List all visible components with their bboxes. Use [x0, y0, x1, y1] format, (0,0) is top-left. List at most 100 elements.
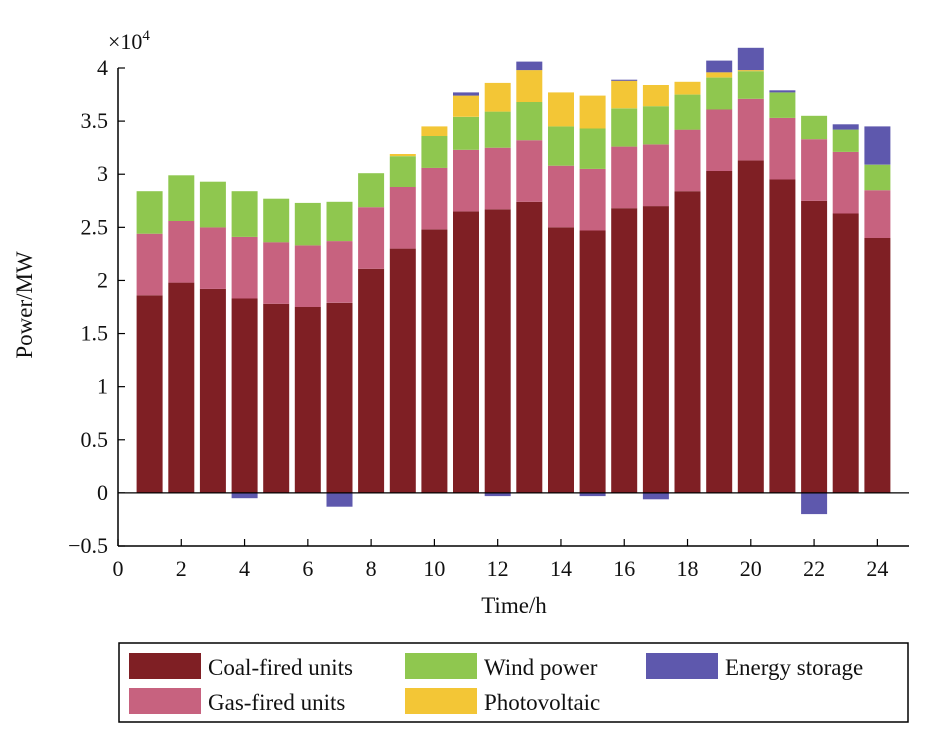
bar-energy-storage-t22 [801, 492, 828, 515]
legend-swatch-photovoltaic [405, 688, 477, 714]
bar-gas-fired-units-t22 [801, 139, 828, 201]
bar-wind-power-t8 [358, 173, 385, 208]
bar-coal-fired-units-t3 [199, 288, 226, 493]
bar-energy-storage-t21 [769, 90, 796, 93]
bar-coal-fired-units-t5 [263, 303, 290, 493]
bar-coal-fired-units-t1 [136, 295, 163, 493]
bar-energy-storage-t13 [516, 61, 543, 71]
bar-energy-storage-t4 [231, 492, 258, 499]
bar-coal-fired-units-t9 [389, 248, 416, 493]
bar-gas-fired-units-t23 [832, 151, 859, 214]
bar-coal-fired-units-t15 [579, 230, 606, 493]
bar-wind-power-t4 [231, 191, 258, 237]
bar-photovoltaic-t13 [516, 70, 543, 102]
bar-energy-storage-t19 [706, 60, 733, 73]
bar-energy-storage-t16 [611, 79, 638, 81]
bar-coal-fired-units-t19 [706, 171, 733, 493]
bar-photovoltaic-t17 [642, 85, 669, 107]
y-scale-base: ×10 [108, 29, 142, 54]
bar-wind-power-t19 [706, 77, 733, 110]
bar-gas-fired-units-t20 [737, 98, 764, 161]
bar-gas-fired-units-t13 [516, 140, 543, 202]
bar-wind-power-t22 [801, 115, 828, 140]
bar-wind-power-t23 [832, 129, 859, 152]
x-tick-label: 22 [803, 556, 825, 581]
bar-wind-power-t3 [199, 181, 226, 228]
legend-label-energy-storage: Energy storage [725, 655, 863, 680]
bar-wind-power-t15 [579, 128, 606, 169]
bar-coal-fired-units-t11 [453, 211, 479, 493]
bar-wind-power-t16 [611, 108, 638, 147]
bar-coal-fired-units-t10 [421, 229, 448, 493]
bar-gas-fired-units-t2 [168, 221, 195, 283]
legend-swatch-gas-fired-units [129, 688, 201, 714]
bar-wind-power-t14 [548, 126, 574, 166]
bar-wind-power-t11 [453, 116, 479, 150]
legend: Coal-fired units Wind power Energy storage… [118, 642, 909, 723]
bar-gas-fired-units-t24 [864, 190, 891, 238]
bar-gas-fired-units-t19 [706, 109, 733, 171]
bar-coal-fired-units-t4 [231, 298, 258, 493]
x-tick-label: 18 [677, 556, 699, 581]
bar-photovoltaic-t10 [421, 126, 448, 136]
bar-energy-storage-t12 [484, 492, 511, 497]
bar-wind-power-t7 [326, 201, 353, 242]
x-tick-label: 2 [176, 556, 187, 581]
bar-photovoltaic-t18 [674, 81, 701, 95]
y-tick-label: 0 [97, 480, 108, 505]
bar-coal-fired-units-t20 [737, 160, 764, 493]
bar-wind-power-t6 [294, 202, 321, 246]
x-tick-label: 8 [366, 556, 377, 581]
bar-coal-fired-units-t7 [326, 302, 353, 493]
bar-wind-power-t9 [389, 156, 416, 187]
bar-wind-power-t13 [516, 102, 543, 141]
bar-gas-fired-units-t5 [263, 242, 290, 304]
y-tick-label: 0.5 [81, 427, 109, 452]
bar-gas-fired-units-t4 [231, 236, 258, 299]
x-tick-label: 10 [423, 556, 445, 581]
bar-energy-storage-t15 [579, 492, 606, 497]
legend-label-coal-fired-units: Coal-fired units [208, 655, 353, 680]
bar-coal-fired-units-t16 [611, 208, 638, 493]
bar-gas-fired-units-t8 [358, 207, 385, 269]
axes-layer: −0.500.511.522.533.540 2 4 6 8 10 12 14 16 18 20 22… [68, 55, 909, 581]
bar-photovoltaic-t16 [611, 80, 638, 109]
bar-photovoltaic-t14 [548, 92, 574, 127]
legend-swatch-energy-storage [646, 653, 718, 679]
bar-coal-fired-units-t14 [548, 227, 574, 493]
y-tick-label: 1.5 [81, 321, 109, 346]
bar-coal-fired-units-t24 [864, 238, 891, 493]
bar-gas-fired-units-t15 [579, 168, 606, 231]
bar-coal-fired-units-t8 [358, 268, 385, 493]
bar-photovoltaic-t19 [706, 72, 733, 78]
x-tick-label: 0 [113, 556, 124, 581]
legend-box [118, 642, 909, 723]
bar-gas-fired-units-t3 [199, 227, 226, 289]
bar-energy-storage-t24 [864, 126, 891, 165]
bar-wind-power-t10 [421, 136, 448, 168]
bar-gas-fired-units-t17 [642, 144, 669, 207]
legend-swatch-coal-fired-units [129, 653, 201, 679]
bar-gas-fired-units-t9 [389, 187, 416, 249]
x-tick-label: 6 [302, 556, 313, 581]
bar-wind-power-t21 [769, 92, 796, 118]
bar-coal-fired-units-t22 [801, 200, 828, 493]
legend-swatch-wind-power [405, 653, 477, 679]
bar-gas-fired-units-t1 [136, 233, 163, 296]
bar-energy-storage-t23 [832, 124, 859, 130]
bar-wind-power-t5 [263, 198, 290, 243]
bar-wind-power-t1 [136, 191, 163, 234]
bar-energy-storage-t17 [642, 492, 669, 500]
bar-photovoltaic-t20 [737, 70, 764, 72]
bars-layer [136, 47, 891, 515]
x-tick-label: 4 [239, 556, 250, 581]
bar-wind-power-t24 [864, 164, 891, 191]
y-tick-label: 2.5 [81, 214, 109, 239]
y-tick-label: 2 [97, 267, 108, 292]
bar-photovoltaic-t15 [579, 95, 606, 129]
bar-coal-fired-units-t13 [516, 201, 543, 493]
bar-gas-fired-units-t14 [548, 165, 574, 228]
bar-gas-fired-units-t10 [421, 167, 448, 230]
y-tick-label: 1 [97, 374, 108, 399]
